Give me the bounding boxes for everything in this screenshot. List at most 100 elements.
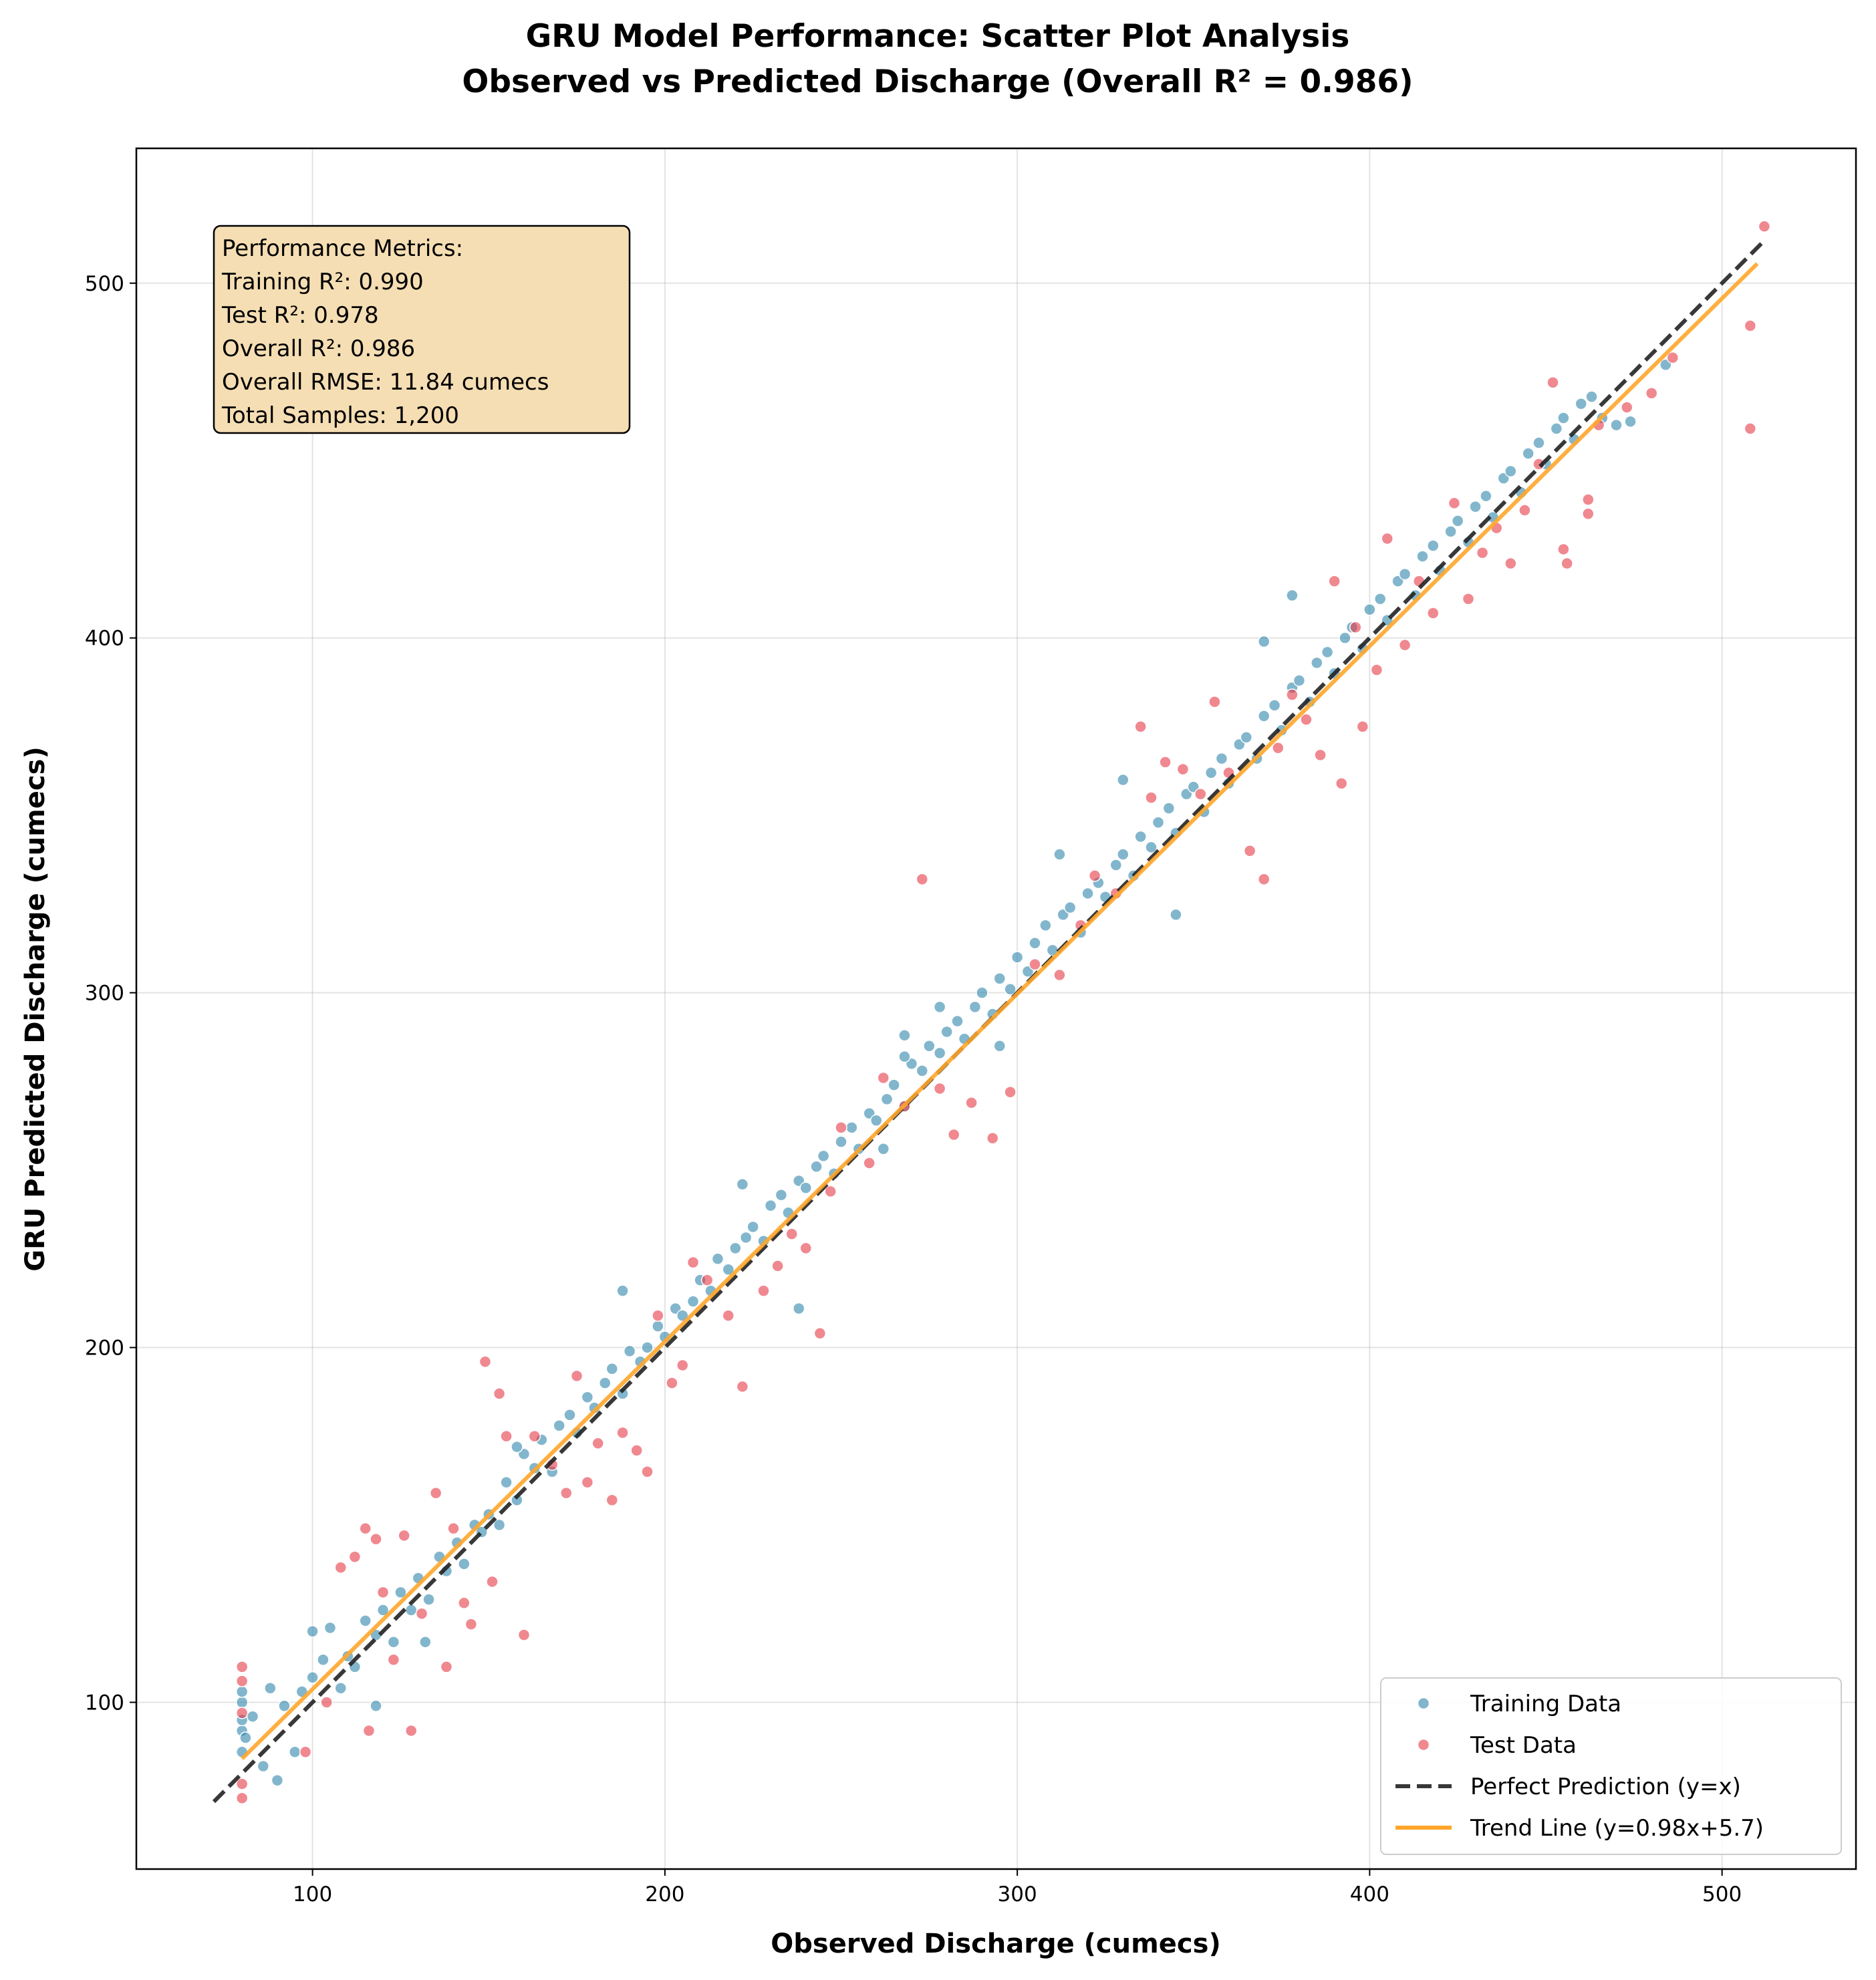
training-point (1532, 436, 1545, 449)
training-point (1215, 752, 1228, 765)
training-point (458, 1558, 471, 1570)
test-point (1176, 762, 1190, 776)
grid-lines (136, 148, 1856, 1869)
test-point (1518, 504, 1531, 517)
training-point (1427, 539, 1440, 552)
training-point (359, 1614, 372, 1627)
test-point (1476, 547, 1489, 559)
test-point (1547, 376, 1559, 389)
metric-overall-r2: Overall R²: 0.986 (222, 335, 415, 362)
y-tick-label: 400 (85, 627, 124, 651)
training-point (869, 1114, 883, 1127)
test-point (359, 1522, 372, 1535)
training-point (993, 972, 1007, 985)
training-point (792, 1302, 805, 1315)
y-tick-label: 500 (85, 272, 124, 296)
test-point (1257, 873, 1270, 885)
training-point (951, 1014, 964, 1028)
test-point (370, 1532, 382, 1546)
training-point (676, 1309, 689, 1322)
metric-test-r2: Test R²: 0.978 (221, 302, 379, 329)
test-point (641, 1465, 654, 1478)
test-point (1381, 532, 1394, 545)
training-point (1557, 412, 1570, 424)
test-point (235, 1707, 249, 1719)
legend-marker-test (1417, 1738, 1430, 1751)
training-point (1152, 816, 1165, 829)
test-point (1145, 791, 1158, 804)
test-point (1582, 507, 1595, 521)
test-point (235, 1675, 249, 1687)
training-point (810, 1160, 823, 1173)
test-point (362, 1724, 376, 1737)
legend-label-trend: Trend Line (y=0.98x+5.7) (1470, 1815, 1764, 1842)
metric-overall-rmse: Overall RMSE: 11.84 cumecs (222, 369, 549, 396)
training-point (993, 1039, 1007, 1052)
test-point (1448, 497, 1461, 510)
test-point (1300, 713, 1313, 726)
training-point (711, 1252, 724, 1266)
test-point (877, 1071, 890, 1085)
x-tick-label: 500 (1702, 1882, 1742, 1906)
test-point (334, 1561, 348, 1574)
training-point (641, 1341, 654, 1354)
test-point (813, 1327, 827, 1340)
test-point (486, 1575, 499, 1588)
training-point (736, 1178, 749, 1191)
test-point (235, 1792, 249, 1805)
legend: Training Data Test Data Perfect Predicti… (1380, 1677, 1842, 1855)
training-point (835, 1135, 847, 1148)
test-point (1645, 387, 1658, 400)
training-point (1170, 908, 1182, 922)
chart-subtitle: Observed vs Predicted Discharge (Overall… (462, 63, 1413, 100)
test-point (1159, 756, 1172, 768)
training-point (764, 1199, 777, 1212)
training-point (968, 1000, 982, 1014)
test-point (570, 1369, 583, 1383)
training-point (933, 1046, 946, 1060)
test-point (1272, 742, 1285, 754)
training-point (278, 1699, 291, 1713)
x-tick-label: 100 (293, 1882, 332, 1906)
training-point (1339, 631, 1351, 644)
test-point (320, 1696, 333, 1709)
test-point (686, 1256, 700, 1269)
test-point (464, 1618, 478, 1631)
training-point (1550, 422, 1563, 435)
metrics-box-background (213, 225, 631, 434)
test-point (479, 1355, 492, 1369)
reference-lines (212, 239, 1766, 1804)
training-point (1134, 830, 1147, 843)
test-point (517, 1629, 531, 1641)
test-point (1744, 422, 1757, 435)
test-point (606, 1494, 619, 1507)
test-point (785, 1228, 798, 1240)
plot-frame (135, 147, 1857, 1870)
training-point (923, 1039, 936, 1052)
legend-label-test: Test Data (1470, 1732, 1577, 1759)
test-point (415, 1607, 428, 1620)
y-axis-label: GRU Predicted Discharge (cumecs) (20, 746, 51, 1271)
training-point (1011, 951, 1024, 964)
test-point (398, 1529, 410, 1542)
training-point (235, 1696, 249, 1709)
test-point (916, 873, 929, 885)
training-point (370, 1699, 382, 1713)
test-points (235, 220, 1771, 1805)
test-point (235, 1778, 249, 1790)
y-tick-label: 100 (85, 1691, 124, 1715)
training-point (422, 1593, 435, 1606)
training-point (419, 1635, 432, 1649)
test-point (560, 1486, 573, 1500)
training-point (686, 1295, 700, 1308)
training-point (1117, 848, 1129, 861)
training-point (799, 1181, 813, 1194)
x-tick-label: 300 (998, 1882, 1037, 1906)
test-point (1582, 493, 1595, 506)
training-point (1451, 515, 1464, 527)
test-point (1349, 621, 1362, 634)
training-point (235, 1685, 249, 1698)
training-point (264, 1681, 277, 1695)
training-point (317, 1653, 329, 1667)
